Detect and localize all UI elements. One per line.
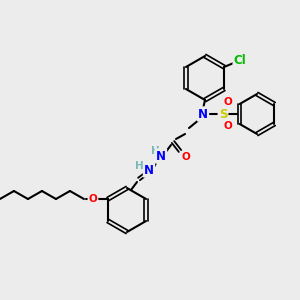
Text: N: N — [156, 149, 166, 163]
Text: O: O — [224, 97, 232, 107]
Text: H: H — [151, 146, 159, 156]
Text: N: N — [198, 107, 208, 121]
Text: Cl: Cl — [234, 55, 246, 68]
Text: S: S — [219, 107, 227, 121]
Text: O: O — [88, 194, 97, 204]
Text: N: N — [144, 164, 154, 176]
Text: H: H — [135, 161, 143, 171]
Text: O: O — [182, 152, 190, 162]
Text: O: O — [224, 121, 232, 131]
